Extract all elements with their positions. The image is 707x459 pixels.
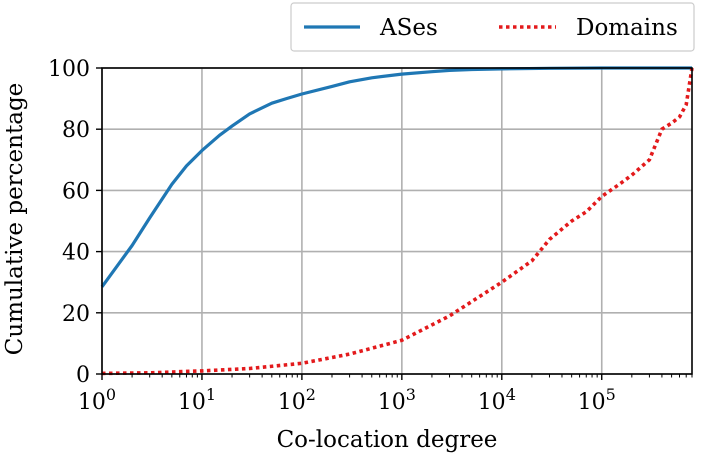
series-line-ases bbox=[100, 66, 692, 288]
legend: ASes Domains bbox=[290, 2, 695, 52]
y-tick-label: 80 bbox=[62, 118, 90, 143]
x-tick-label: 105 bbox=[578, 385, 616, 415]
axis-ticks: 100 101 102 103 104 105 0 20 40 60 80 100 bbox=[48, 57, 693, 415]
y-tick-label: 100 bbox=[48, 57, 90, 82]
x-axis-label: Co-location degree bbox=[277, 427, 498, 453]
y-tick-label: 0 bbox=[76, 363, 90, 388]
legend-box bbox=[290, 2, 695, 52]
y-tick-label: 20 bbox=[62, 302, 90, 327]
x-tick-label: 103 bbox=[378, 385, 416, 415]
series-line-domains bbox=[101, 67, 694, 376]
x-tick-label: 102 bbox=[278, 385, 316, 415]
x-tick-label: 100 bbox=[78, 385, 116, 415]
grid-lines bbox=[101, 67, 692, 375]
y-tick-label: 40 bbox=[62, 241, 90, 266]
legend-label-domains: Domains bbox=[576, 15, 678, 41]
series-layer bbox=[100, 66, 694, 376]
x-tick-label: 104 bbox=[478, 385, 516, 415]
x-tick-label: 101 bbox=[178, 385, 216, 415]
plot-frame bbox=[101, 67, 693, 375]
legend-label-ases: ASes bbox=[379, 15, 438, 41]
y-axis-label: Cumulative percentage bbox=[2, 83, 28, 356]
y-tick-label: 60 bbox=[62, 179, 90, 204]
